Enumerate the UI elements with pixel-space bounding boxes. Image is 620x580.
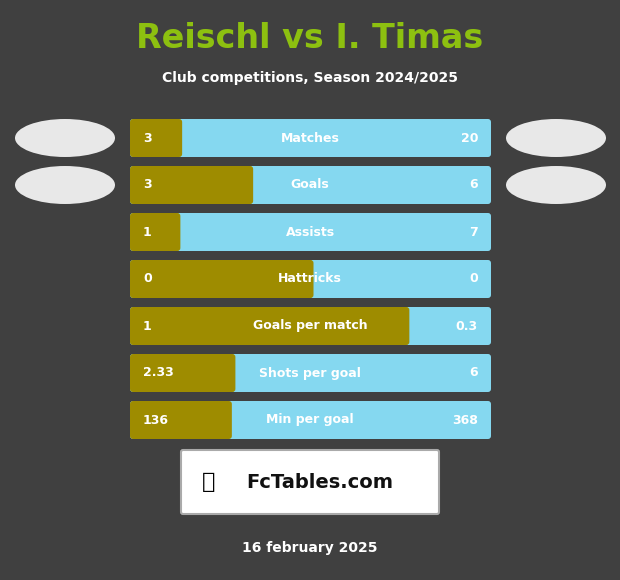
- FancyBboxPatch shape: [130, 260, 491, 298]
- FancyBboxPatch shape: [130, 213, 491, 251]
- Text: 📊: 📊: [202, 472, 216, 492]
- Text: 7: 7: [469, 226, 478, 238]
- Ellipse shape: [506, 119, 606, 157]
- Ellipse shape: [15, 119, 115, 157]
- Text: FcTables.com: FcTables.com: [247, 473, 394, 491]
- Ellipse shape: [506, 166, 606, 204]
- Text: 2.33: 2.33: [143, 367, 174, 379]
- FancyBboxPatch shape: [130, 260, 314, 298]
- Text: 0: 0: [143, 273, 152, 285]
- Text: Shots per goal: Shots per goal: [259, 367, 361, 379]
- FancyBboxPatch shape: [130, 401, 491, 439]
- Text: Club competitions, Season 2024/2025: Club competitions, Season 2024/2025: [162, 71, 458, 85]
- FancyBboxPatch shape: [130, 166, 253, 204]
- Text: 1: 1: [143, 320, 152, 332]
- Text: 1: 1: [143, 226, 152, 238]
- FancyBboxPatch shape: [130, 307, 491, 345]
- Text: Matches: Matches: [281, 132, 339, 144]
- FancyBboxPatch shape: [130, 213, 180, 251]
- FancyBboxPatch shape: [181, 450, 439, 514]
- Text: 0.3: 0.3: [456, 320, 478, 332]
- Text: 3: 3: [143, 132, 152, 144]
- FancyBboxPatch shape: [130, 119, 491, 157]
- Ellipse shape: [15, 166, 115, 204]
- FancyBboxPatch shape: [130, 401, 232, 439]
- FancyBboxPatch shape: [130, 307, 409, 345]
- FancyBboxPatch shape: [130, 166, 491, 204]
- FancyBboxPatch shape: [130, 119, 182, 157]
- Text: Goals: Goals: [291, 179, 329, 191]
- Text: 6: 6: [469, 179, 478, 191]
- FancyBboxPatch shape: [130, 354, 236, 392]
- Text: 368: 368: [452, 414, 478, 426]
- Text: 136: 136: [143, 414, 169, 426]
- Text: 0: 0: [469, 273, 478, 285]
- Text: Min per goal: Min per goal: [266, 414, 354, 426]
- FancyBboxPatch shape: [130, 354, 491, 392]
- Text: Reischl vs I. Timas: Reischl vs I. Timas: [136, 21, 484, 55]
- Text: 3: 3: [143, 179, 152, 191]
- Text: Goals per match: Goals per match: [253, 320, 367, 332]
- Text: Hattricks: Hattricks: [278, 273, 342, 285]
- Text: 6: 6: [469, 367, 478, 379]
- Text: 16 february 2025: 16 february 2025: [242, 541, 378, 555]
- Text: 20: 20: [461, 132, 478, 144]
- Text: Assists: Assists: [285, 226, 335, 238]
